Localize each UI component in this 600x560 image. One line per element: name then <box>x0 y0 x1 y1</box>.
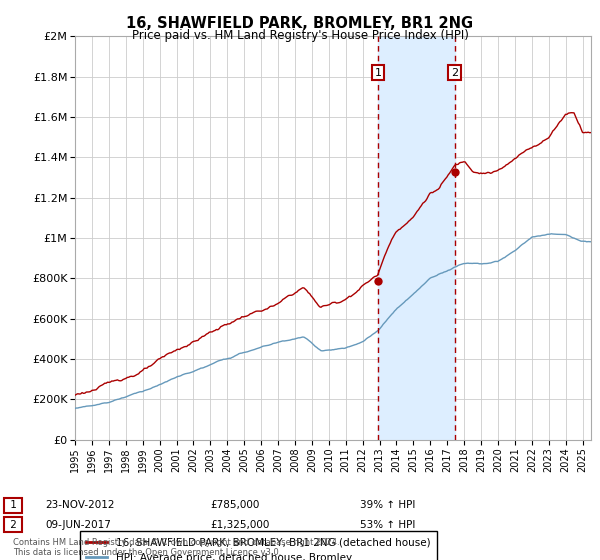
Text: 39% ↑ HPI: 39% ↑ HPI <box>360 500 415 510</box>
Text: 09-JUN-2017: 09-JUN-2017 <box>45 520 111 530</box>
Text: Contains HM Land Registry data © Crown copyright and database right 2024.
This d: Contains HM Land Registry data © Crown c… <box>13 538 340 557</box>
Text: Price paid vs. HM Land Registry's House Price Index (HPI): Price paid vs. HM Land Registry's House … <box>131 29 469 42</box>
Text: 2: 2 <box>7 520 20 530</box>
Text: 23-NOV-2012: 23-NOV-2012 <box>45 500 115 510</box>
Text: 2: 2 <box>451 68 458 78</box>
Text: 1: 1 <box>374 68 382 78</box>
Text: £1,325,000: £1,325,000 <box>210 520 269 530</box>
Text: 53% ↑ HPI: 53% ↑ HPI <box>360 520 415 530</box>
Text: £785,000: £785,000 <box>210 500 259 510</box>
Text: 16, SHAWFIELD PARK, BROMLEY, BR1 2NG: 16, SHAWFIELD PARK, BROMLEY, BR1 2NG <box>127 16 473 31</box>
Legend: 16, SHAWFIELD PARK, BROMLEY, BR1 2NG (detached house), HPI: Average price, detac: 16, SHAWFIELD PARK, BROMLEY, BR1 2NG (de… <box>80 531 437 560</box>
Text: 1: 1 <box>7 500 20 510</box>
Bar <box>378 36 455 440</box>
